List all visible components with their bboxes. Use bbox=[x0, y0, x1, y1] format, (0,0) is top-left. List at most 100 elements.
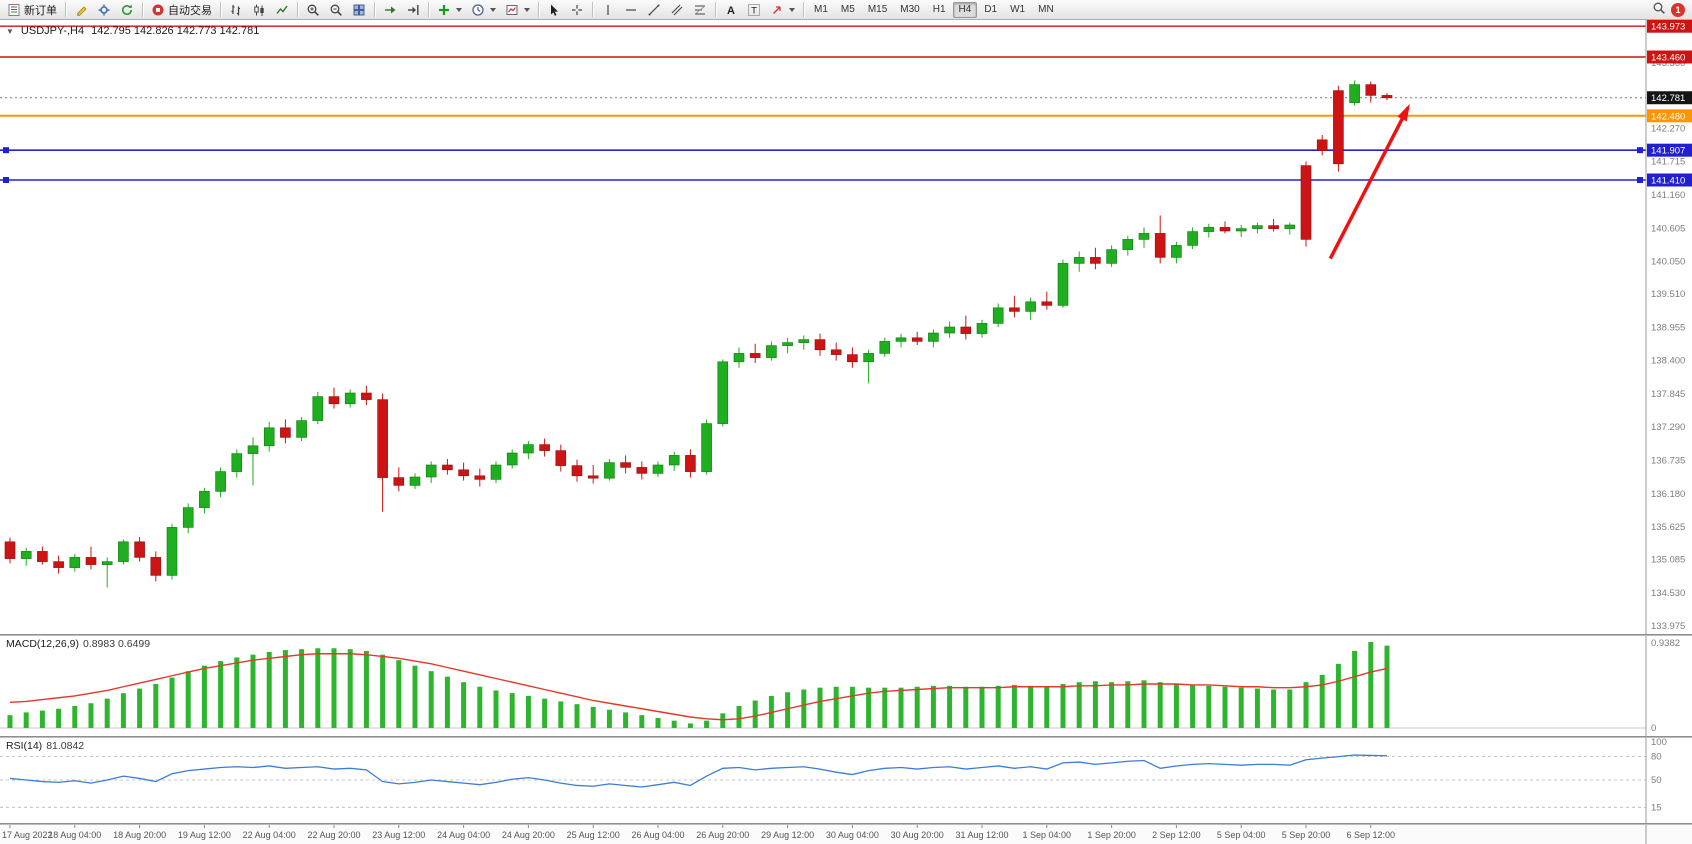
crosshair-button[interactable] bbox=[566, 1, 588, 19]
pane-splitter[interactable] bbox=[0, 823, 1692, 825]
svg-text:0: 0 bbox=[1651, 723, 1656, 734]
vertical-line-icon bbox=[601, 3, 615, 17]
periods-caret-icon bbox=[490, 7, 496, 12]
svg-text:1 Sep 20:00: 1 Sep 20:00 bbox=[1087, 830, 1136, 840]
zoom-in-button[interactable] bbox=[302, 1, 324, 19]
cursor-button[interactable] bbox=[543, 1, 565, 19]
toolbar-separator bbox=[538, 2, 539, 17]
zoom-in-icon bbox=[306, 3, 320, 17]
pane-splitter[interactable] bbox=[0, 634, 1692, 636]
main-chart-canvas[interactable]: 143.360142.270141.715141.160140.605140.0… bbox=[0, 20, 1692, 634]
svg-text:136.180: 136.180 bbox=[1651, 489, 1685, 500]
zoom-out-button[interactable] bbox=[325, 1, 347, 19]
refresh-icon bbox=[120, 3, 134, 17]
svg-text:140.605: 140.605 bbox=[1651, 223, 1685, 234]
text-icon: A bbox=[724, 3, 738, 17]
svg-text:24 Aug 04:00: 24 Aug 04:00 bbox=[437, 830, 490, 840]
toolbar-separator bbox=[428, 2, 429, 17]
svg-text:24 Aug 20:00: 24 Aug 20:00 bbox=[502, 830, 555, 840]
horizontal-line-button[interactable] bbox=[620, 1, 642, 19]
svg-text:139.510: 139.510 bbox=[1651, 289, 1685, 300]
timeframe-m1-button[interactable]: M1 bbox=[808, 2, 834, 18]
refresh-button[interactable] bbox=[116, 1, 138, 19]
auto-scroll-button[interactable] bbox=[379, 1, 401, 19]
options-button[interactable] bbox=[93, 1, 115, 19]
svg-text:29 Aug 12:00: 29 Aug 12:00 bbox=[761, 830, 814, 840]
toolbar-separator bbox=[715, 2, 716, 17]
svg-text:141.410: 141.410 bbox=[1651, 176, 1685, 187]
timeframe-h4-button[interactable]: H4 bbox=[952, 1, 978, 18]
candlestick-button[interactable] bbox=[248, 1, 270, 19]
rsi-canvas[interactable]: 100 80 50 15 bbox=[0, 738, 1692, 823]
svg-text:1 Sep 04:00: 1 Sep 04:00 bbox=[1023, 830, 1072, 840]
svg-text:6 Sep 12:00: 6 Sep 12:00 bbox=[1347, 830, 1396, 840]
svg-text:138.955: 138.955 bbox=[1651, 322, 1685, 333]
indicators-button[interactable] bbox=[433, 1, 466, 19]
options-icon bbox=[97, 3, 111, 17]
one-click-trading-toggle[interactable]: ▼ bbox=[6, 26, 14, 36]
vertical-line-button[interactable] bbox=[597, 1, 619, 19]
svg-text:135.625: 135.625 bbox=[1651, 522, 1685, 533]
text-label-button[interactable]: T bbox=[743, 1, 765, 19]
timeframe-mn-button[interactable]: MN bbox=[1032, 2, 1060, 18]
chart-shift-button[interactable] bbox=[402, 1, 424, 19]
svg-text:22 Aug 20:00: 22 Aug 20:00 bbox=[307, 830, 360, 840]
pane-splitter[interactable] bbox=[0, 736, 1692, 738]
svg-text:143.460: 143.460 bbox=[1651, 53, 1685, 64]
search-icon[interactable] bbox=[1652, 1, 1666, 18]
timeframe-h1-button[interactable]: H1 bbox=[927, 2, 952, 18]
toolbar-separator bbox=[592, 2, 593, 17]
metaeditor-button[interactable] bbox=[70, 1, 92, 19]
svg-text:50: 50 bbox=[1651, 775, 1662, 786]
svg-text:5 Sep 20:00: 5 Sep 20:00 bbox=[1282, 830, 1331, 840]
svg-text:80: 80 bbox=[1651, 752, 1662, 763]
svg-text:136.735: 136.735 bbox=[1651, 456, 1685, 467]
fibonacci-icon bbox=[693, 3, 707, 17]
svg-text:0.9382: 0.9382 bbox=[1651, 638, 1680, 649]
timeframe-d1-button[interactable]: D1 bbox=[978, 2, 1003, 18]
templates-button[interactable] bbox=[501, 1, 534, 19]
bar-chart-button[interactable] bbox=[225, 1, 247, 19]
horizontal-line-icon bbox=[624, 3, 638, 17]
line-chart-button[interactable] bbox=[271, 1, 293, 19]
main-chart-pane: 143.360142.270141.715141.160140.605140.0… bbox=[0, 20, 1692, 634]
svg-text:143.973: 143.973 bbox=[1651, 22, 1685, 33]
svg-text:2 Sep 12:00: 2 Sep 12:00 bbox=[1152, 830, 1201, 840]
toolbar-separator bbox=[65, 2, 66, 17]
crosshair-icon bbox=[570, 3, 584, 17]
fibonacci-button[interactable] bbox=[689, 1, 711, 19]
notification-badge[interactable]: 1 bbox=[1671, 2, 1685, 17]
timeframe-m15-button[interactable]: M15 bbox=[862, 2, 893, 18]
autotrading-button[interactable]: 自动交易 bbox=[147, 1, 216, 19]
timeframe-m5-button[interactable]: M5 bbox=[835, 2, 861, 18]
svg-text:5 Sep 04:00: 5 Sep 04:00 bbox=[1217, 830, 1266, 840]
tile-windows-button[interactable] bbox=[348, 1, 370, 19]
svg-text:30 Aug 20:00: 30 Aug 20:00 bbox=[891, 830, 944, 840]
periods-button[interactable] bbox=[467, 1, 500, 19]
trendline-icon bbox=[647, 3, 661, 17]
svg-text:17 Aug 2022: 17 Aug 2022 bbox=[2, 830, 53, 840]
templates-caret-icon bbox=[524, 7, 530, 12]
toolbar-separator bbox=[220, 2, 221, 17]
timeframe-m30-button[interactable]: M30 bbox=[894, 2, 925, 18]
timeframe-w1-button[interactable]: W1 bbox=[1004, 2, 1031, 18]
text-button[interactable]: A bbox=[720, 1, 742, 19]
periods-clock-icon bbox=[471, 3, 485, 17]
svg-text:137.290: 137.290 bbox=[1651, 422, 1685, 433]
toolbar: 新订单 自动交易 bbox=[0, 0, 1692, 20]
autotrading-label: 自动交易 bbox=[168, 4, 212, 17]
svg-text:15: 15 bbox=[1651, 802, 1662, 813]
time-axis-pane: 17 Aug 2022 18 Aug 04:00 18 Aug 20:00 19 Au… bbox=[0, 825, 1692, 844]
macd-canvas[interactable]: 0.9382 0 bbox=[0, 636, 1692, 736]
autotrading-icon bbox=[151, 3, 165, 17]
arrows-caret-icon bbox=[789, 7, 795, 12]
new-order-button[interactable]: 新订单 bbox=[3, 1, 61, 19]
equidistant-channel-button[interactable] bbox=[666, 1, 688, 19]
svg-text:19 Aug 12:00: 19 Aug 12:00 bbox=[178, 830, 231, 840]
svg-text:141.715: 141.715 bbox=[1651, 157, 1685, 168]
toolbar-right-group: 1 bbox=[1652, 1, 1689, 18]
arrows-button[interactable] bbox=[766, 1, 799, 19]
trendline-button[interactable] bbox=[643, 1, 665, 19]
svg-text:18 Aug 04:00: 18 Aug 04:00 bbox=[48, 830, 101, 840]
